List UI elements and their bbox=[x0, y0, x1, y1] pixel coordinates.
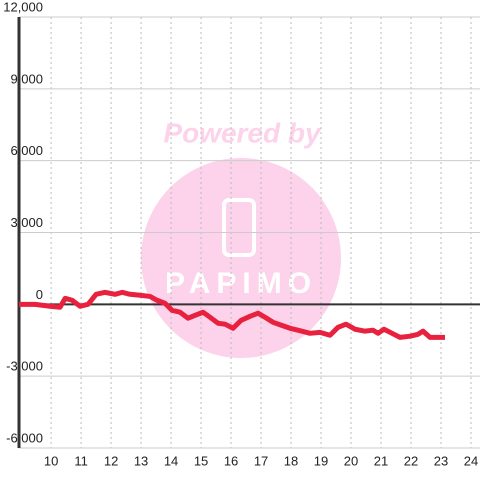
watermark-text: Powered by bbox=[163, 117, 322, 148]
grid bbox=[19, 16, 480, 449]
x-tick-label: 21 bbox=[374, 453, 388, 468]
watermark-logo: PAPIMO bbox=[165, 267, 317, 300]
x-tick-label: 20 bbox=[344, 453, 358, 468]
x-tick-label: 10 bbox=[44, 453, 58, 468]
x-tick-label: 11 bbox=[74, 453, 88, 468]
x-tick-label: 23 bbox=[434, 453, 448, 468]
y-tick-label: 6,000 bbox=[10, 143, 43, 158]
data-line bbox=[19, 289, 445, 340]
x-tick-label: 24 bbox=[464, 453, 478, 468]
x-tick-label: 16 bbox=[224, 453, 238, 468]
watermark-icon bbox=[222, 198, 256, 257]
x-tick-label: 14 bbox=[164, 453, 178, 468]
y-tick-label: 3,000 bbox=[10, 215, 43, 230]
y-tick-label: 9,000 bbox=[10, 71, 43, 86]
y-tick-label: -6,000 bbox=[6, 430, 43, 445]
x-tick-label: 22 bbox=[404, 453, 418, 468]
x-tick-label: 15 bbox=[194, 453, 208, 468]
y-tick-label: -3,000 bbox=[6, 359, 43, 374]
x-tick-label: 13 bbox=[134, 453, 148, 468]
x-tick-label: 12 bbox=[104, 453, 118, 468]
x-tick-label: 19 bbox=[314, 453, 328, 468]
x-tick-label: 17 bbox=[254, 453, 268, 468]
y-tick-label: 12,000 bbox=[3, 0, 43, 14]
x-tick-label: 18 bbox=[284, 453, 298, 468]
y-tick-label: 0 bbox=[36, 287, 43, 302]
